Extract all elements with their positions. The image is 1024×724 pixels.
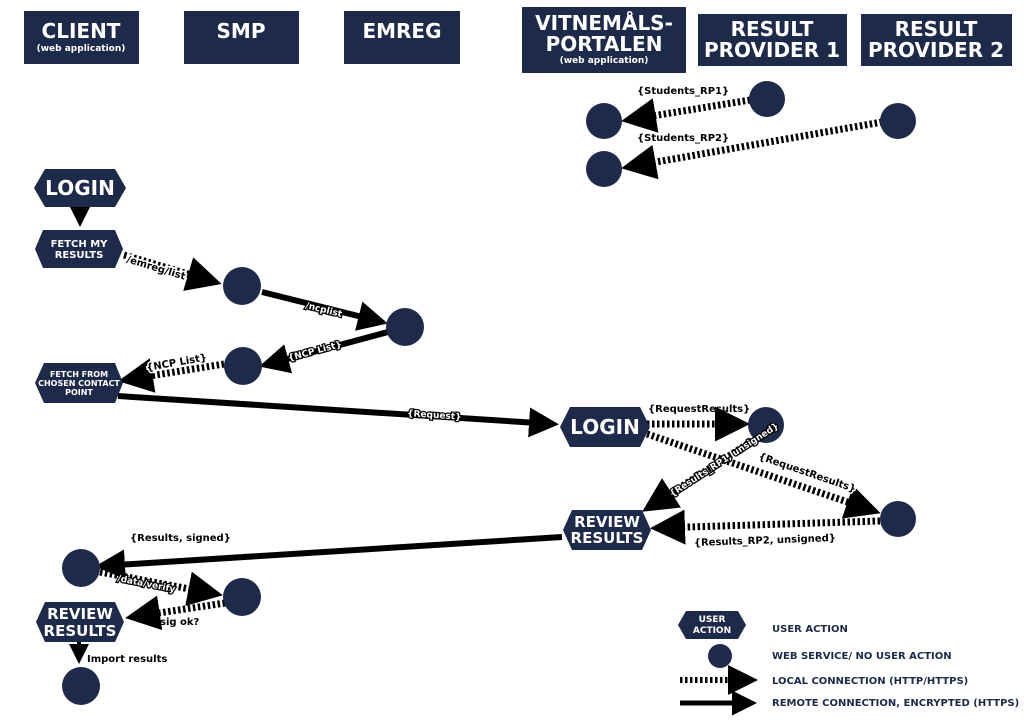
lane-title: CLIENT: [42, 19, 121, 43]
action-label-line3: POINT: [65, 388, 93, 397]
label-request-results-rp1: {RequestResults}: [648, 404, 750, 415]
lane-title-line1: RESULT: [731, 17, 814, 41]
legend: USER ACTION USER ACTION WEB SERVICE/ NO …: [678, 611, 1019, 716]
connection-labels: {Students_RP1} {Students_RP2} /emreg/lis…: [87, 86, 859, 665]
lane-title-line1: VITNEMÅLS-: [535, 11, 673, 35]
web-service-node-portal-rp1: [586, 103, 622, 139]
action-label: LOGIN: [570, 415, 640, 439]
action-label-line2: RESULTS: [44, 622, 117, 640]
label-students-rp2: {Students_RP2}: [637, 133, 729, 144]
action-label-line2: CHOSEN CONTACT: [38, 379, 120, 388]
legend-label: WEB SERVICE/ NO USER ACTION: [772, 651, 952, 662]
web-service-node-rp2-students: [880, 103, 916, 139]
connection-results-rp2-unsigned: [650, 509, 881, 545]
lane-header-client: CLIENT (web application): [24, 11, 139, 64]
web-service-node-portal-rp2: [586, 151, 622, 187]
lane-header-result-provider-1: RESULT PROVIDER 1: [698, 14, 847, 66]
label-emreg-list: /emreg/list: [125, 254, 187, 282]
legend-circle: [708, 644, 732, 668]
action-label: LOGIN: [45, 176, 115, 200]
lane-title-line2: PORTALEN: [546, 32, 663, 56]
legend-box-line1: USER: [699, 615, 726, 625]
label-students-rp1: {Students_RP1}: [637, 86, 729, 97]
action-label-line2: RESULTS: [571, 529, 644, 547]
action-label-line1: FETCH MY: [51, 239, 109, 250]
lane-title-line1: RESULT: [895, 17, 978, 41]
connection-emreg-list: [123, 251, 222, 291]
web-service-node-rp1-results: [748, 407, 784, 443]
action-label-line1: REVIEW: [574, 513, 640, 531]
web-service-node-rp2-results: [880, 501, 916, 537]
label-sig-ok: sig ok?: [160, 617, 200, 628]
remote-connections: [95, 289, 563, 580]
lane-title-line2: PROVIDER 2: [868, 38, 1004, 62]
lane-header-vitnemalsportalen: VITNEMÅLS- PORTALEN (web application): [522, 7, 686, 73]
lane-header-smp: SMP: [184, 11, 299, 64]
web-service-node-smp-ncp: [224, 347, 262, 385]
label-results-rp2-unsigned: {Results_RP2, unsigned}: [694, 533, 836, 549]
connection-students-rp2: [621, 118, 883, 180]
label-ncplist: /ncplist: [304, 301, 343, 320]
lane-title-line2: PROVIDER 1: [704, 38, 840, 62]
lane-title: SMP: [217, 19, 266, 43]
connection-sig-ok: [125, 595, 226, 631]
user-action-review-results-client: REVIEW RESULTS: [36, 602, 124, 642]
connection-ncplist: [261, 289, 388, 331]
user-action-fetch-my-results: FETCH MY RESULTS: [35, 230, 123, 268]
user-action-login-client: LOGIN: [34, 169, 126, 207]
legend-user-action: USER ACTION USER ACTION: [678, 611, 848, 639]
web-service-node-smp-list: [223, 267, 261, 305]
connection-students-rp1: [621, 96, 751, 133]
legend-remote-connection: REMOTE CONNECTION, ENCRYPTED (HTTPS): [680, 690, 1019, 716]
web-service-node-emreg: [386, 308, 424, 346]
connection-request-results-rp2: [645, 430, 881, 519]
legend-label: USER ACTION: [772, 624, 848, 635]
web-service-node-rp1-students: [749, 81, 785, 117]
web-service-node-client-import: [62, 667, 100, 705]
local-connections: [99, 96, 883, 631]
legend-local-connection: LOCAL CONNECTION (HTTP/HTTPS): [680, 665, 968, 695]
legend-web-service: WEB SERVICE/ NO USER ACTION: [708, 644, 952, 668]
connection-results-rp1-unsigned: [642, 438, 754, 512]
lane-header-result-provider-2: RESULT PROVIDER 2: [861, 14, 1012, 66]
action-label-line1: FETCH FROM: [50, 370, 108, 379]
user-action-review-results-portal: REVIEW RESULTS: [563, 510, 651, 550]
connection-request: [117, 393, 559, 438]
action-label-line1: REVIEW: [47, 605, 113, 623]
label-import-results: Import results: [87, 654, 167, 665]
lane-subtitle: (web application): [37, 44, 126, 54]
label-results-signed: {Results, signed}: [130, 533, 231, 544]
web-service-node-client-signed: [62, 549, 100, 587]
web-service-nodes: [62, 81, 916, 705]
action-label-line2: RESULTS: [55, 250, 104, 261]
connection-ncp-list-return: [259, 329, 389, 374]
label-request: {Request}: [407, 409, 462, 423]
web-service-node-smp-verify: [223, 578, 261, 616]
lane-header-emreg: EMREG: [344, 11, 460, 64]
user-action-login-portal: LOGIN: [560, 407, 650, 447]
lane-title: EMREG: [362, 19, 441, 43]
legend-box-line2: ACTION: [693, 626, 731, 636]
user-action-fetch-from-contact-point: FETCH FROM CHOSEN CONTACT POINT: [35, 363, 123, 403]
legend-label: REMOTE CONNECTION, ENCRYPTED (HTTPS): [772, 698, 1019, 709]
label-ncp-list-return: {NCP List}: [287, 340, 343, 364]
connection-ncp-list-client: [118, 358, 225, 393]
lane-subtitle: (web application): [560, 56, 649, 66]
legend-label: LOCAL CONNECTION (HTTP/HTTPS): [772, 676, 968, 687]
connection-results-signed: [95, 534, 563, 580]
vertical-arrows: [69, 206, 90, 664]
